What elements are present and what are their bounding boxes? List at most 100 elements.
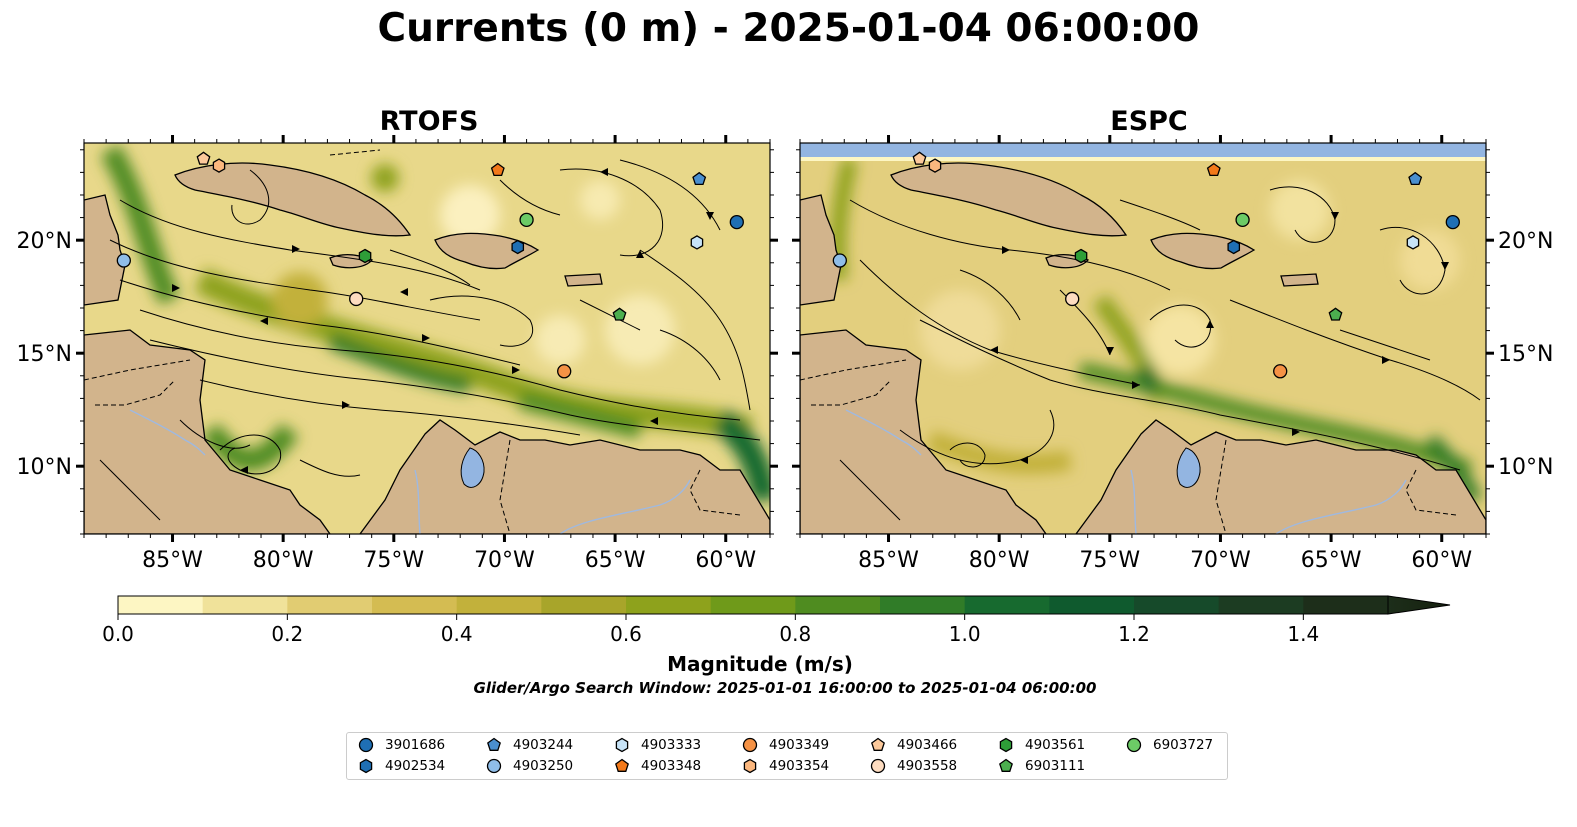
panel-frame-espc [799, 142, 1487, 535]
colorbar-bin [1134, 596, 1220, 614]
float-marker-6903727 [519, 212, 534, 227]
float-marker-4903466 [871, 737, 885, 751]
lon-tick-label: 65°W [585, 548, 646, 573]
lake-maracaibo [1176, 447, 1201, 488]
legend: 3901686 4902534 4903244 4903250 4903333 49033… [346, 732, 1228, 780]
colorbar-bin [202, 596, 288, 614]
circle-marker-icon [486, 758, 502, 774]
panel-title-espc: ESPC [1110, 106, 1188, 137]
colorbar-bin [795, 596, 881, 614]
float-marker-4903250 [486, 758, 502, 774]
legend-label: 4903354 [769, 758, 830, 774]
legend-item: 6903111 [997, 757, 1085, 775]
lon-tick-label: 75°W [363, 548, 424, 573]
legend-item: 6903727 [1125, 736, 1213, 754]
legend-label: 4903250 [513, 758, 574, 774]
colorbar: 0.0 0.2 0.4 0.6 0.8 1.0 1.2 1.4 [102, 595, 1451, 646]
colorbar-tick-label: 1.2 [1118, 622, 1150, 646]
legend-item: 4903244 [485, 736, 573, 754]
lon-tick-label: 80°W [969, 548, 1030, 573]
hexagon-marker-icon [743, 758, 757, 774]
lon-tick-label: 60°W [1411, 548, 1472, 573]
legend-item: 4903349 [741, 736, 829, 754]
legend-item: 4903250 [485, 757, 573, 775]
lon-tick-label: 70°W [474, 548, 535, 573]
missing-data-band [800, 143, 1486, 157]
lon-tick-label: 85°W [142, 548, 203, 573]
colorbar-bin [372, 596, 458, 614]
float-marker-4903333 [1406, 235, 1420, 250]
colorbar-tick-label: 0.0 [102, 622, 134, 646]
circle-marker-icon [870, 758, 886, 774]
hexagon-marker-icon [615, 737, 629, 753]
float-marker-6903111 [612, 307, 627, 321]
map-panel-rtofs [84, 143, 770, 534]
float-marker-4903349 [1273, 364, 1288, 379]
float-marker-4903349 [742, 737, 758, 753]
float-marker-4903250 [116, 253, 131, 268]
colorbar-frame [117, 595, 1389, 615]
float-marker-6903111 [1328, 307, 1343, 321]
float-marker-4903244 [487, 737, 501, 751]
lon-tick-label: 65°W [1301, 548, 1362, 573]
colorbar-bin [964, 596, 1050, 614]
lat-tick-label: 20°N [1498, 229, 1553, 254]
legend-item: 4903561 [997, 736, 1085, 754]
colorbar-bin [710, 596, 796, 614]
float-marker-4903244 [1408, 171, 1423, 186]
legend-label: 4903333 [641, 737, 702, 753]
lon-tick-label: 60°W [695, 548, 756, 573]
legend-label: 3901686 [385, 737, 446, 753]
float-marker-4903244 [692, 171, 707, 186]
panel-frame-rtofs [83, 142, 771, 535]
legend-item: 4903466 [869, 736, 957, 754]
float-marker-3901686 [1445, 214, 1460, 230]
lon-tick-label: 85°W [858, 548, 919, 573]
lat-tick-label: 10°N [1498, 455, 1553, 480]
float-markers-rtofs [116, 151, 744, 379]
legend-item: 4903348 [613, 757, 701, 775]
lat-tick-label: 15°N [17, 342, 72, 367]
lake-maracaibo [460, 447, 485, 488]
lat-tick-label: 20°N [17, 229, 72, 254]
float-marker-3901686 [729, 214, 744, 230]
float-marker-6903727 [1235, 212, 1250, 227]
pentagon-marker-icon [999, 758, 1013, 772]
colorbar-bin [1303, 596, 1389, 614]
float-marker-4903349 [557, 364, 572, 379]
float-markers-espc [832, 151, 1460, 379]
pentagon-marker-icon [487, 737, 501, 751]
legend-label: 4903244 [513, 737, 574, 753]
float-marker-4903354 [743, 758, 757, 774]
colorbar-tick-label: 1.0 [949, 622, 981, 646]
legend-label: 4903561 [1025, 737, 1086, 753]
panel-title-rtofs: RTOFS [379, 106, 479, 137]
legend-item: 4903333 [613, 736, 701, 754]
legend-label: 4903349 [769, 737, 830, 753]
legend-item: 3901686 [357, 736, 445, 754]
float-marker-6903727 [1126, 737, 1142, 753]
float-marker-4903561 [358, 248, 372, 264]
float-marker-4903466 [196, 151, 211, 165]
circle-marker-icon [742, 737, 758, 753]
float-marker-4903558 [349, 291, 364, 307]
legend-label: 6903727 [1153, 737, 1214, 753]
float-marker-4903333 [615, 737, 629, 753]
float-marker-4903558 [1065, 291, 1080, 307]
legend-label: 4903348 [641, 758, 702, 774]
float-marker-4903348 [1206, 162, 1221, 177]
colorbar-bin [118, 596, 204, 614]
lat-tick-label: 15°N [1498, 342, 1553, 367]
map-panel-espc [800, 143, 1486, 534]
legend-label: 4903558 [897, 758, 958, 774]
lat-tick-label: 10°N [17, 455, 72, 480]
legend-item: 4903558 [869, 757, 957, 775]
chart-title: Currents (0 m) - 2025-01-04 06:00:00 [377, 6, 1200, 51]
colorbar-tick-label: 1.4 [1287, 622, 1319, 646]
legend-label: 4902534 [385, 758, 446, 774]
axis-ticks: 85°W 80°W 75°W 70°W 65°W 60°W 20°N 15°N 10°N 85°W… [17, 135, 1553, 573]
float-marker-4903561 [999, 737, 1013, 753]
float-marker-4903354 [212, 158, 226, 173]
float-marker-4903348 [490, 162, 505, 177]
float-marker-3901686 [358, 737, 374, 753]
